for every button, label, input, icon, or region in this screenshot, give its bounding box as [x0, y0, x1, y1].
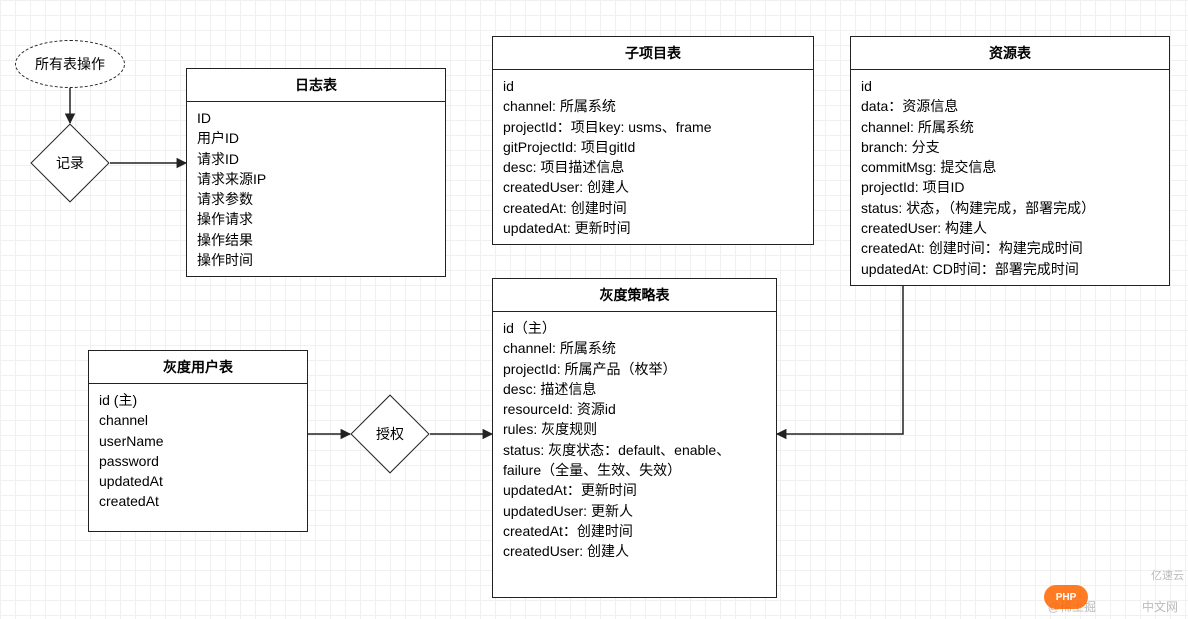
entity-field: createdUser: 构建人	[861, 218, 1159, 238]
entity-field: desc: 项目描述信息	[503, 157, 803, 177]
entity-gray-user-table: 灰度用户表 id (主)channeluserNamepasswordupdat…	[88, 350, 308, 532]
entity-field: 请求ID	[197, 149, 435, 169]
entity-log-table: 日志表 ID用户ID请求ID请求来源IP请求参数操作请求操作结果操作时间	[186, 68, 446, 277]
diamond-label: 授权	[350, 394, 430, 474]
entity-field: channel: 所属系统	[861, 117, 1159, 137]
diamond-record: 记录	[30, 123, 110, 203]
entity-body: idchannel: 所属系统projectId：项目key: usms、fra…	[493, 70, 813, 244]
entity-field: channel: 所属系统	[503, 338, 766, 358]
entity-field: branch: 分支	[861, 137, 1159, 157]
entity-field: id	[861, 76, 1159, 96]
diagram-canvas: 所有表操作 记录 授权 日志表 ID用户ID请求ID请求来源IP请求参数操作请求…	[0, 0, 1188, 619]
entity-field: createdUser: 创建人	[503, 541, 766, 561]
entity-field: updatedAt	[99, 471, 297, 491]
php-badge-icon: PHP	[1044, 585, 1088, 609]
entity-title: 灰度用户表	[89, 351, 307, 384]
entity-body: iddata：资源信息channel: 所属系统branch: 分支commit…	[851, 70, 1169, 285]
ellipse-all-table-ops: 所有表操作	[15, 40, 125, 88]
entity-gray-policy-table: 灰度策略表 id（主）channel: 所属系统projectId: 所属产品（…	[492, 278, 777, 598]
entity-field: id	[503, 76, 803, 96]
entity-sub-project-table: 子项目表 idchannel: 所属系统projectId：项目key: usm…	[492, 36, 814, 245]
entity-field: 操作请求	[197, 209, 435, 229]
entity-field: userName	[99, 431, 297, 451]
entity-field: updatedAt：更新时间	[503, 480, 766, 500]
ellipse-label: 所有表操作	[35, 54, 105, 74]
entity-field: resourceId: 资源id	[503, 399, 766, 419]
entity-field: createdUser: 创建人	[503, 177, 803, 197]
entity-field: updatedUser: 更新人	[503, 501, 766, 521]
entity-field: 操作时间	[197, 250, 435, 270]
entity-field: projectId：项目key: usms、frame	[503, 117, 803, 137]
entity-field: id (主)	[99, 390, 297, 410]
entity-field: channel: 所属系统	[503, 96, 803, 116]
entity-field: createdAt	[99, 491, 297, 511]
entity-field: status: 状态，（构建完成，部署完成）	[861, 198, 1159, 218]
entity-title: 灰度策略表	[493, 279, 776, 312]
entity-field: updatedAt: CD时间：部署完成时间	[861, 259, 1159, 279]
entity-field: 请求来源IP	[197, 169, 435, 189]
entity-field: 用户ID	[197, 128, 435, 148]
entity-resource-table: 资源表 iddata：资源信息channel: 所属系统branch: 分支co…	[850, 36, 1170, 286]
entity-field: password	[99, 451, 297, 471]
entity-body: id（主）channel: 所属系统projectId: 所属产品（枚举）des…	[493, 312, 776, 568]
entity-field: data：资源信息	[861, 96, 1159, 116]
entity-body: ID用户ID请求ID请求来源IP请求参数操作请求操作结果操作时间	[187, 102, 445, 276]
entity-field: projectId: 项目ID	[861, 177, 1159, 197]
entity-field: updatedAt: 更新时间	[503, 218, 803, 238]
entity-field: desc: 描述信息	[503, 379, 766, 399]
entity-field: commitMsg: 提交信息	[861, 157, 1159, 177]
entity-field: 请求参数	[197, 189, 435, 209]
entity-field: status: 灰度状态：default、enable、failure（全量、生…	[503, 440, 766, 481]
diamond-auth: 授权	[350, 394, 430, 474]
entity-field: ID	[197, 108, 435, 128]
entity-field: 操作结果	[197, 230, 435, 250]
entity-title: 子项目表	[493, 37, 813, 70]
entity-title: 资源表	[851, 37, 1169, 70]
watermark-yisuyun: 亿速云	[1132, 567, 1184, 589]
entity-field: rules: 灰度规则	[503, 419, 766, 439]
entity-field: projectId: 所属产品（枚举）	[503, 359, 766, 379]
entity-field: createdAt: 创建时间	[503, 198, 803, 218]
entity-field: gitProjectId: 项目gitId	[503, 137, 803, 157]
entity-field: createdAt: 创建时间：构建完成时间	[861, 238, 1159, 258]
entity-field: createdAt：创建时间	[503, 521, 766, 541]
diamond-label: 记录	[30, 123, 110, 203]
entity-field: id（主）	[503, 318, 766, 338]
entity-field: channel	[99, 410, 297, 430]
entity-title: 日志表	[187, 69, 445, 102]
entity-body: id (主)channeluserNamepasswordupdatedAtcr…	[89, 384, 307, 518]
